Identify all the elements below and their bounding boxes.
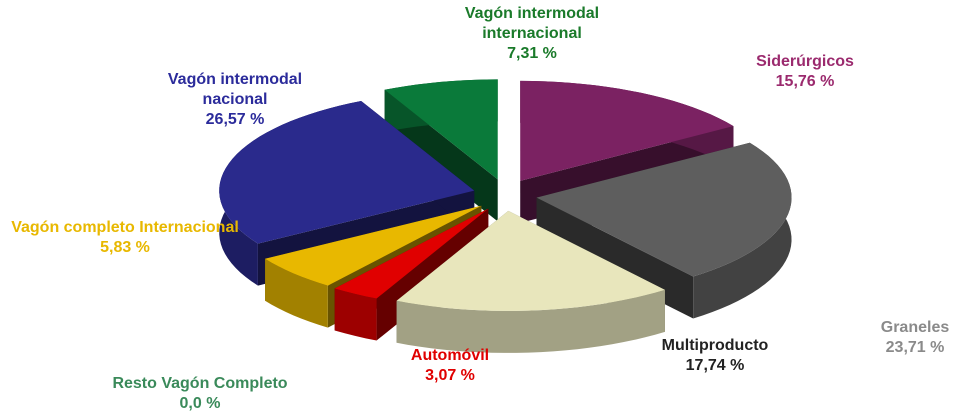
value-label: 15,76 %	[775, 73, 835, 90]
value-label: 17,74 %	[685, 357, 745, 374]
slice-label: Resto Vagón Completo 0,0 %	[70, 374, 330, 414]
slice-label: Automóvil 3,07 %	[390, 346, 510, 386]
slice-label: Vagón intermodal internacional 7,31 %	[432, 4, 632, 64]
slice-top	[265, 205, 482, 286]
category-name: Graneles	[880, 319, 950, 336]
slice-top	[334, 208, 489, 299]
slice-wall	[396, 289, 665, 353]
value-label: 23,71 %	[885, 339, 945, 356]
value-label: 7,31 %	[507, 45, 557, 62]
category-name: Resto Vagón Completo	[112, 375, 288, 392]
slice-label: Graneles 23,71 %	[865, 318, 964, 358]
slice-top	[219, 100, 475, 244]
value-label: 3,07 %	[425, 367, 475, 384]
slice-label: Multiproducto 17,74 %	[635, 336, 795, 376]
value-label: 5,83 %	[100, 239, 150, 256]
category-name: Vagón intermodal nacional	[167, 71, 303, 108]
slice-top	[384, 79, 498, 180]
slice-wall	[334, 288, 377, 341]
slice-wall	[265, 258, 328, 328]
slice-label: Vagón completo Internacional 5,83 %	[10, 218, 240, 258]
category-name: Vagón completo Internacional	[11, 219, 239, 236]
slice-top	[520, 80, 734, 181]
slice-label: Siderúrgicos 15,76 %	[730, 52, 880, 92]
category-name: Vagón intermodal internacional	[464, 5, 600, 42]
slice-top	[396, 210, 665, 311]
value-label: 0,0 %	[179, 395, 221, 412]
category-name: Automóvil	[410, 347, 490, 364]
category-name: Siderúrgicos	[756, 53, 854, 70]
value-label: 26,57 %	[205, 111, 265, 128]
slice-label: Vagón intermodal nacional 26,57 %	[140, 70, 330, 130]
category-name: Multiproducto	[661, 337, 769, 354]
slice-top	[536, 142, 792, 277]
pie-slice	[396, 210, 665, 353]
